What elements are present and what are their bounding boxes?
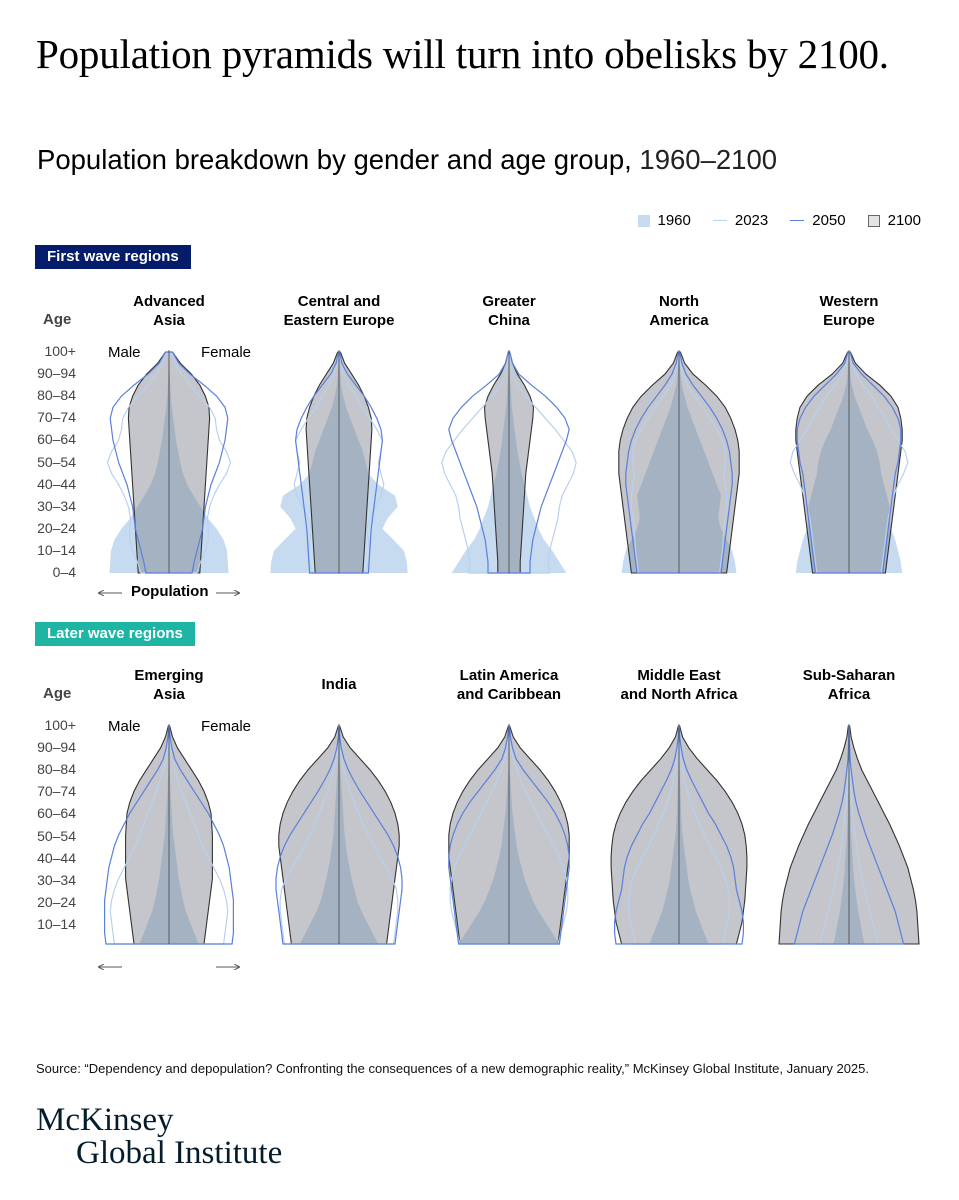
line-2050-greater-china xyxy=(448,351,570,574)
age-tick-label: 40–44 xyxy=(37,849,76,866)
age-tick-label: 50–54 xyxy=(37,827,76,844)
age-tick-label: 60–64 xyxy=(37,805,76,822)
age-tick-label: 100+ xyxy=(44,343,76,359)
line-2050-central-and-eastern-europe xyxy=(294,351,384,574)
legend-swatch-2100 xyxy=(867,214,880,227)
age-tick-label: 80–84 xyxy=(37,761,76,778)
pyramid-charts xyxy=(0,350,920,1010)
legend-swatch-1960 xyxy=(637,214,650,227)
legend-label-1960: 1960 xyxy=(657,212,691,229)
legend-item-2050: 2050 xyxy=(790,212,846,229)
age-tick-label: 30–34 xyxy=(37,497,76,514)
legend: 1960 2023 2050 2100 xyxy=(637,212,921,229)
age-tick-label: 90–94 xyxy=(37,365,76,382)
age-tick-label: 50–54 xyxy=(37,453,76,470)
logo-line-2: Global Institute xyxy=(76,1135,283,1171)
age-tick-label: 20–24 xyxy=(37,519,76,536)
male-label-first: Male xyxy=(108,344,141,361)
chart-subtitle: Population breakdown by gender and age g… xyxy=(37,143,777,177)
legend-label-2023: 2023 xyxy=(734,212,769,229)
legend-item-2023: 2023 xyxy=(712,212,769,229)
female-label-first: Female xyxy=(201,344,252,361)
panel-title: Middle East and North Africa xyxy=(620,667,738,703)
legend-label-2100: 2100 xyxy=(887,212,921,229)
page-title: Population pyramids will turn into obeli… xyxy=(36,31,889,77)
panel-title: India xyxy=(321,676,357,693)
age-tick-label: 40–44 xyxy=(37,475,76,492)
legend-swatch-2050 xyxy=(790,220,805,221)
panel-title: Sub-Saharan Africa xyxy=(802,667,896,703)
later-wave-badge: Later wave regions xyxy=(35,622,195,646)
age-tick-label: 0–4 xyxy=(52,564,76,580)
age-tick-label: 100+ xyxy=(44,717,76,733)
first-wave-badge: First wave regions xyxy=(35,245,191,269)
age-tick-label: 80–84 xyxy=(37,387,76,404)
panel-title: Advanced Asia xyxy=(133,293,205,329)
line-2050-western-europe xyxy=(796,351,902,574)
panel-title: Western Europe xyxy=(819,293,879,329)
legend-label-2050: 2050 xyxy=(812,212,846,229)
logo-line-1: McKinsey xyxy=(36,1102,174,1138)
mckinsey-logo: McKinsey Global Institute xyxy=(36,1104,282,1170)
panel-title: Greater China xyxy=(482,293,536,329)
age-tick-label: 30–34 xyxy=(37,871,76,888)
age-tick-label: 70–74 xyxy=(37,783,76,800)
panel-title: Central and Eastern Europe xyxy=(283,293,395,329)
age-tick-label: 90–94 xyxy=(37,739,76,756)
line-2050-advanced-asia xyxy=(109,351,229,574)
age-axis-label-later: Age xyxy=(43,685,72,702)
legend-item-1960: 1960 xyxy=(637,212,691,229)
panel-title: North America xyxy=(649,293,709,329)
panel-title: Emerging Asia xyxy=(134,667,204,703)
age-axis-label-first: Age xyxy=(43,311,72,328)
source-note: Source: “Dependency and depopulation? Co… xyxy=(36,1061,869,1076)
legend-swatch-2023 xyxy=(712,220,727,221)
legend-item-2100: 2100 xyxy=(867,212,921,229)
male-label-later: Male xyxy=(108,718,141,735)
age-tick-label: 10–14 xyxy=(37,541,76,558)
subtitle-main: Population breakdown by gender and age g… xyxy=(37,144,632,175)
age-tick-label: 10–14 xyxy=(37,915,76,932)
subtitle-years: 1960–2100 xyxy=(639,144,778,175)
female-label-later: Female xyxy=(201,718,252,735)
age-tick-label: 70–74 xyxy=(37,409,76,426)
panel-title: Latin America and Caribbean xyxy=(456,667,562,703)
population-axis-label: Population xyxy=(131,583,209,600)
age-tick-label: 60–64 xyxy=(37,431,76,448)
line-2050-north-america xyxy=(625,351,733,574)
age-tick-label: 20–24 xyxy=(37,893,76,910)
